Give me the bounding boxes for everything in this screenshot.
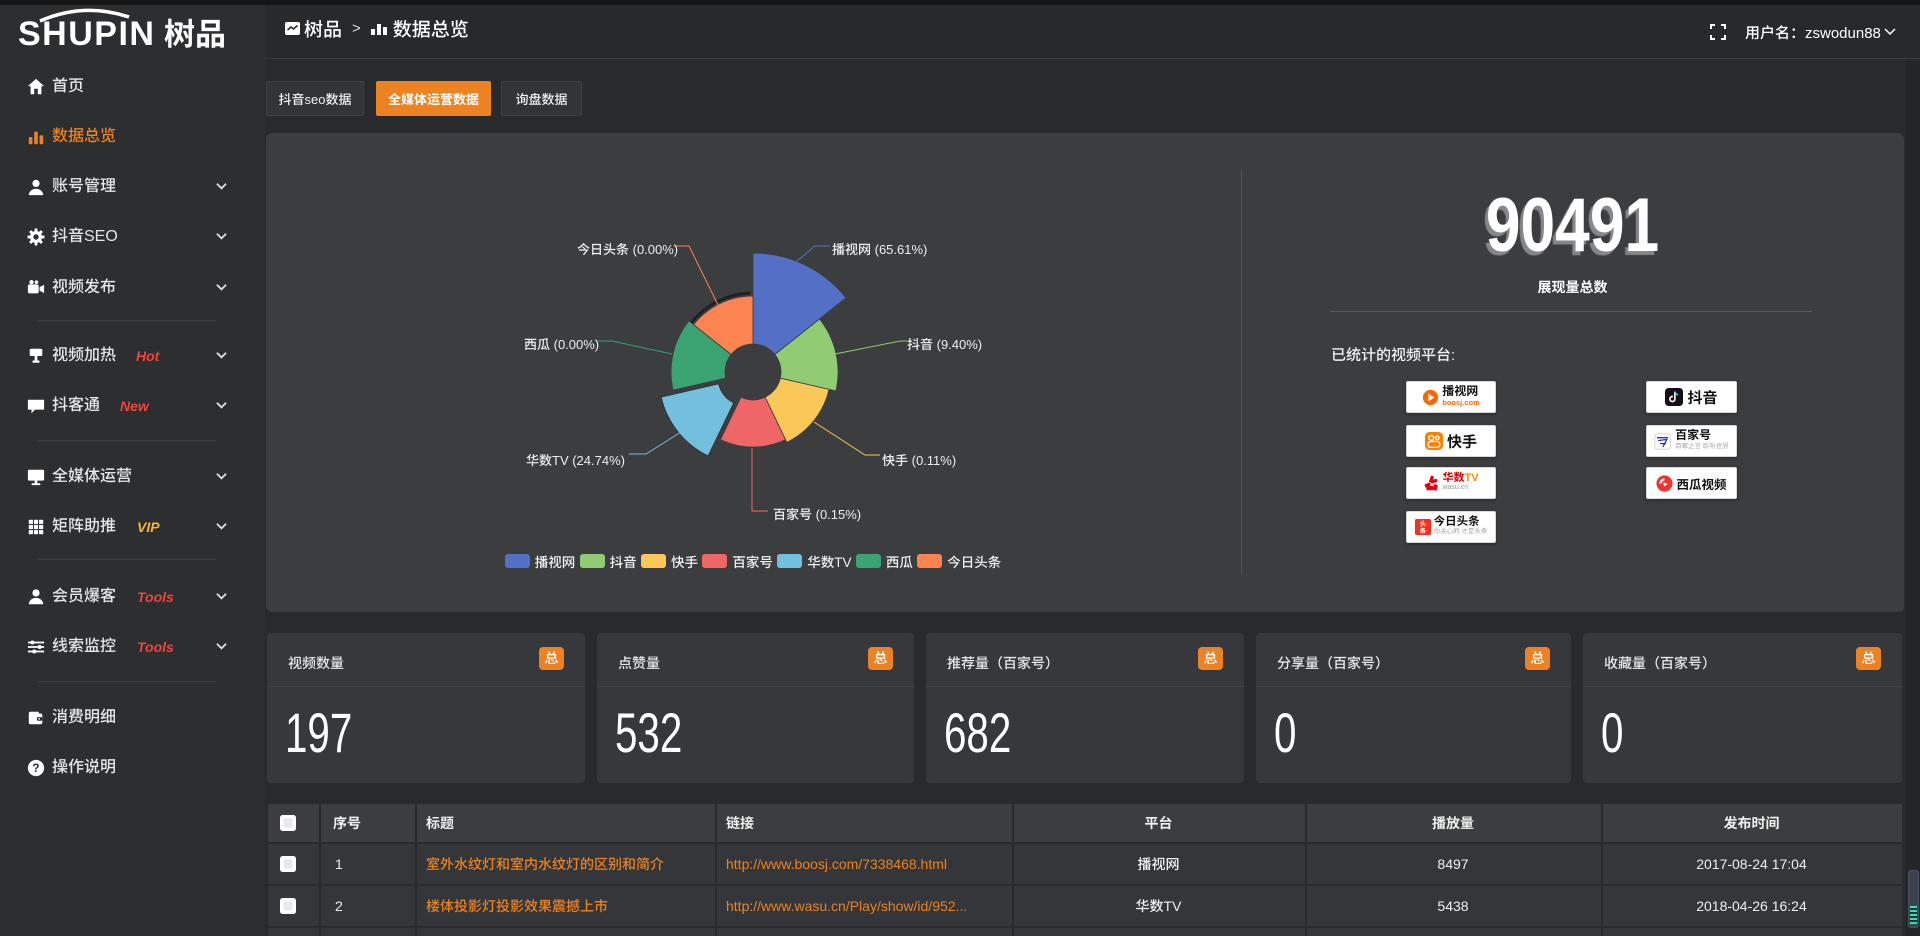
svg-text:SHUPIN: SHUPIN: [18, 15, 155, 52]
svg-text:树品: 树品: [164, 17, 226, 52]
svg-text:条: 条: [1419, 527, 1426, 535]
svg-text:头: 头: [1419, 520, 1426, 528]
svg-text:?: ?: [32, 762, 39, 775]
